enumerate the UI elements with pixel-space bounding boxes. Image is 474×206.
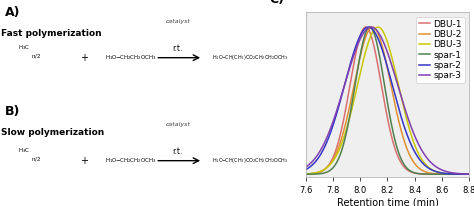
DBU-1 (303, 173, 309, 175)
spar-2 (427, 168, 433, 170)
spar-3 (407, 123, 413, 125)
DBU-2 (407, 155, 413, 157)
DBU-1 (407, 170, 413, 173)
DBU-2 (466, 173, 472, 176)
spar-3 (402, 108, 408, 111)
Line: spar-1: spar-1 (306, 27, 469, 174)
Text: $\rm H_1O\!\!-\!\!CH_2CH_2OCH_3$: $\rm H_1O\!\!-\!\!CH_2CH_2OCH_3$ (104, 53, 156, 62)
spar-2 (398, 115, 404, 117)
spar-1 (402, 165, 408, 167)
X-axis label: Retention time (min): Retention time (min) (337, 198, 438, 206)
spar-3 (313, 156, 319, 159)
spar-3 (444, 170, 450, 173)
DBU-3 (303, 173, 309, 175)
Text: +: + (80, 53, 88, 63)
Text: A): A) (4, 6, 20, 19)
Text: B): B) (4, 105, 20, 118)
DBU-1 (398, 161, 404, 164)
Text: $\rm H_1O\!\!-\!\!CH(CH_3)CO_2CH_2CH_2OCH_3$: $\rm H_1O\!\!-\!\!CH(CH_3)CO_2CH_2CH_2OC… (212, 53, 288, 62)
Text: $\rm H_3C$: $\rm H_3C$ (18, 146, 30, 155)
DBU-3 (375, 26, 381, 28)
spar-1 (427, 173, 433, 176)
DBU-2 (402, 143, 408, 145)
Text: $\rm H_1O\!\!-\!\!CH_2CH_2OCH_3$: $\rm H_1O\!\!-\!\!CH_2CH_2OCH_3$ (104, 156, 156, 165)
spar-1 (407, 170, 413, 172)
DBU-3 (402, 112, 408, 115)
spar-2 (444, 172, 450, 175)
DBU-1 (444, 173, 450, 176)
Text: Slow polymerization: Slow polymerization (1, 128, 105, 137)
DBU-2 (427, 172, 433, 174)
spar-3 (368, 26, 374, 28)
Text: $\rm H_3C$: $\rm H_3C$ (18, 43, 30, 52)
spar-1 (466, 173, 472, 176)
Line: DBU-2: DBU-2 (306, 27, 469, 174)
Line: spar-2: spar-2 (306, 27, 469, 174)
spar-2 (466, 173, 472, 176)
Text: r.t.: r.t. (173, 43, 183, 53)
spar-3 (303, 166, 309, 168)
spar-3 (427, 160, 433, 163)
spar-2 (365, 26, 371, 28)
Text: catalyst: catalyst (165, 122, 190, 127)
Text: Fast polymerization: Fast polymerization (1, 29, 102, 38)
Text: $\rm n/2$: $\rm n/2$ (31, 155, 41, 163)
spar-2 (313, 160, 319, 163)
spar-2 (402, 128, 408, 131)
DBU-3 (313, 172, 319, 174)
DBU-2 (303, 173, 309, 175)
DBU-1 (402, 167, 408, 169)
Text: r.t.: r.t. (173, 146, 183, 156)
DBU-3 (466, 173, 472, 176)
Text: C): C) (270, 0, 285, 6)
DBU-3 (407, 130, 413, 133)
Text: $\rm H_1O\!\!-\!\!CH(CH_3)CO_2CH_2CH_2OCH_3$: $\rm H_1O\!\!-\!\!CH(CH_3)CO_2CH_2CH_2OC… (212, 156, 288, 165)
Text: +: + (80, 156, 88, 166)
DBU-3 (398, 95, 404, 97)
spar-3 (398, 94, 404, 97)
Text: $\rm n/2$: $\rm n/2$ (31, 52, 41, 60)
DBU-2 (370, 26, 375, 28)
spar-2 (303, 168, 309, 171)
Line: spar-3: spar-3 (306, 27, 469, 174)
spar-1 (398, 157, 404, 160)
spar-1 (367, 26, 373, 28)
DBU-1 (466, 173, 472, 176)
DBU-1 (313, 172, 319, 174)
DBU-1 (427, 173, 433, 176)
Text: catalyst: catalyst (165, 19, 190, 24)
DBU-2 (444, 173, 450, 176)
DBU-2 (398, 128, 404, 131)
DBU-3 (427, 167, 433, 170)
DBU-2 (313, 172, 319, 174)
spar-3 (466, 173, 472, 175)
spar-2 (407, 141, 413, 144)
Legend: DBU-1, DBU-2, DBU-3, spar-1, spar-2, spar-3: DBU-1, DBU-2, DBU-3, spar-1, spar-2, spa… (416, 17, 465, 83)
DBU-3 (444, 172, 450, 175)
spar-1 (444, 173, 450, 176)
spar-1 (303, 173, 309, 176)
DBU-1 (363, 26, 369, 28)
Line: DBU-1: DBU-1 (306, 27, 469, 174)
spar-1 (313, 173, 319, 175)
Line: DBU-3: DBU-3 (306, 27, 469, 174)
